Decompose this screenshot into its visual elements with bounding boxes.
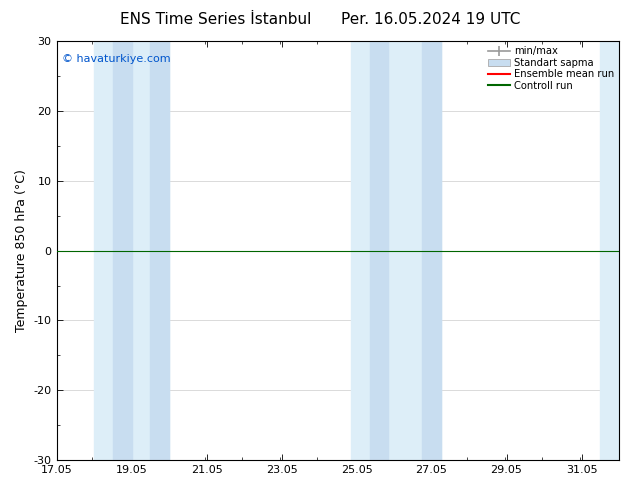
- Bar: [94, 41, 169, 460]
- Bar: [113, 41, 131, 460]
- Bar: [422, 41, 441, 460]
- Y-axis label: Temperature 850 hPa (°C): Temperature 850 hPa (°C): [15, 169, 28, 332]
- Bar: [370, 41, 389, 460]
- Bar: [351, 41, 441, 460]
- Bar: [150, 41, 169, 460]
- Text: © havaturkiye.com: © havaturkiye.com: [62, 53, 171, 64]
- Text: ENS Time Series İstanbul: ENS Time Series İstanbul: [120, 12, 311, 27]
- Text: Per. 16.05.2024 19 UTC: Per. 16.05.2024 19 UTC: [342, 12, 521, 27]
- Legend: min/max, Standart sapma, Ensemble mean run, Controll run: min/max, Standart sapma, Ensemble mean r…: [486, 44, 616, 93]
- Bar: [600, 41, 619, 460]
